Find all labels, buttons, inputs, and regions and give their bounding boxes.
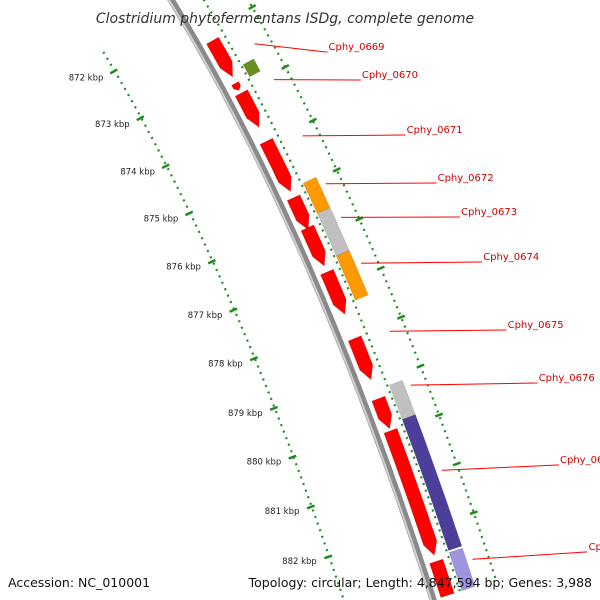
outer-track-tick <box>248 4 257 11</box>
outer-feature-gray-2 <box>388 379 416 420</box>
gene-leader-line <box>472 551 586 560</box>
ruler-tick <box>136 115 145 122</box>
ruler-tick <box>269 405 278 412</box>
gene-leader-line <box>254 43 326 53</box>
ruler-tick <box>161 163 170 170</box>
ruler-tick <box>324 554 333 560</box>
cds-feature-0669 <box>206 36 234 78</box>
ruler-tick <box>109 68 118 75</box>
gene-leader-line <box>410 382 536 386</box>
cds-feature-0677a <box>371 395 393 430</box>
outer-track-tick <box>376 265 385 271</box>
ruler-label: 880 kbp <box>247 457 282 467</box>
gene-leader-line <box>389 329 505 332</box>
outer-track-tick <box>355 216 364 222</box>
outer-track-tick <box>281 64 290 70</box>
cds-feature-0675 <box>320 268 347 315</box>
feature-layer <box>206 36 476 598</box>
outer-feature-orange-2 <box>335 250 369 301</box>
ruler-tick <box>229 307 238 313</box>
outer-feature-orange-1 <box>302 176 331 214</box>
gene-label: Cphy_0670 <box>362 70 418 81</box>
gene-leader-line <box>325 182 435 185</box>
gene-label: Cphy_0675 <box>508 320 564 331</box>
label-layer: 872 kbp 873 kbp 874 kbp 875 kbp 876 kbp 877 k… <box>69 42 600 567</box>
ruler-label: 873 kbp <box>95 120 130 130</box>
gene-label: Cphy_0674 <box>483 252 539 263</box>
gene-label: Cphy_0678 <box>589 542 600 553</box>
cds-feature-0673 <box>286 194 310 231</box>
accession-text: Accession: NC_010001 <box>8 575 150 590</box>
gene-label: Cphy_0673 <box>461 207 517 218</box>
outer-feature-purple <box>401 414 463 551</box>
topology-text: Topology: circular; Length: 4,847,594 bp… <box>248 575 592 590</box>
outer-track-tick <box>469 510 478 516</box>
gene-label: Cphy_0676 <box>539 373 595 384</box>
track-layer <box>102 0 498 600</box>
outer-track-tick <box>332 167 341 173</box>
ruler-tick <box>249 356 259 362</box>
backbone-layer <box>167 0 437 600</box>
gene-label: Cphy_0669 <box>329 42 385 53</box>
outer-track-tick <box>308 117 318 124</box>
ruler-label: 878 kbp <box>208 359 243 369</box>
gene-leader-line <box>302 134 404 137</box>
ruler-tick <box>288 454 297 460</box>
ruler-label: 879 kbp <box>228 409 263 419</box>
cds-feature-0677b <box>383 427 438 556</box>
genome-title: Clostridium phytofermentans ISDg, comple… <box>96 11 474 27</box>
ruler-dotted-track <box>102 51 345 600</box>
ruler-tick <box>184 210 194 217</box>
cds-feature-0670 <box>231 81 242 91</box>
ruler-label: 875 kbp <box>144 215 179 225</box>
gene-label: Cphy_0671 <box>407 125 463 136</box>
ruler-label: 877 kbp <box>188 311 223 321</box>
outer-feature-green <box>242 58 261 78</box>
outer-track-tick <box>416 363 425 369</box>
gene-label: Cphy_0677 <box>560 455 600 466</box>
ruler-label: 872 kbp <box>69 74 104 84</box>
cds-feature-0672 <box>259 137 292 193</box>
ruler-tick <box>207 258 216 265</box>
ruler-label: 882 kbp <box>282 557 317 567</box>
cds-feature-0676 <box>347 335 374 381</box>
cds-feature-0678 <box>429 558 455 598</box>
ruler-label: 876 kbp <box>166 263 201 273</box>
gene-label: Cphy_0672 <box>438 173 494 184</box>
cds-feature-0671 <box>234 89 260 128</box>
gene-leader-line <box>441 464 558 471</box>
outer-track-tick <box>452 461 461 467</box>
outer-feature-lavender <box>448 547 476 592</box>
outer-track-tick <box>434 412 444 418</box>
ruler-label: 874 kbp <box>120 168 155 178</box>
gene-leader-line <box>361 261 481 264</box>
ruler-tick <box>306 504 315 510</box>
cds-feature-0674 <box>300 224 326 267</box>
ruler-label: 881 kbp <box>265 507 300 517</box>
outer-track-tick <box>396 314 406 320</box>
backbone-line <box>167 0 437 600</box>
backbone-highlight <box>167 0 433 600</box>
